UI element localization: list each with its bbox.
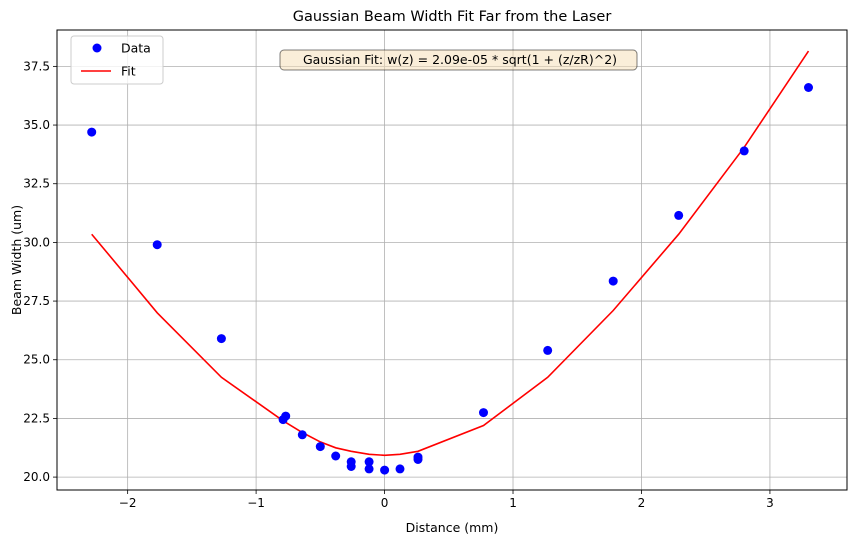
fit-series	[91, 50, 810, 457]
data-point	[364, 464, 374, 474]
y-axis-label: Beam Width (um)	[9, 205, 24, 315]
y-tick-label: 30.0	[23, 235, 50, 249]
fit-annotation: Gaussian Fit: w(z) = 2.09e-05 * sqrt(1 +…	[279, 49, 638, 71]
data-point	[87, 127, 97, 137]
data-point	[479, 408, 488, 418]
x-tick-label: −2	[119, 496, 137, 510]
y-tick-label: 35.0	[23, 118, 50, 132]
data-point	[804, 83, 813, 92]
data-point	[739, 146, 749, 156]
data-point	[216, 334, 226, 344]
y-tick-label: 37.5	[23, 59, 50, 73]
x-tick-label: 1	[509, 496, 517, 510]
x-tick-label: 0	[381, 496, 389, 510]
chart-title: Gaussian Beam Width Fit Far from the Las…	[293, 9, 612, 25]
data-point	[543, 345, 553, 355]
legend-label-fit: Fit	[121, 64, 136, 79]
legend-marker-data	[92, 43, 102, 53]
y-tick-label: 27.5	[23, 294, 50, 308]
data-point	[152, 240, 162, 250]
x-tick-label: 2	[638, 496, 646, 510]
data-point	[608, 276, 618, 286]
data-point	[380, 465, 390, 475]
x-tick-label: 3	[766, 496, 774, 510]
data-point	[281, 411, 291, 421]
fit-line	[91, 50, 810, 457]
x-axis-ticks: −2 −1 0 1 2 3	[119, 490, 774, 510]
x-axis-label: Distance (mm)	[406, 520, 499, 535]
annotation-text: Gaussian Fit: w(z) = 2.09e-05 * sqrt(1 +…	[303, 52, 617, 67]
annotation-box	[279, 49, 638, 71]
data-point	[395, 464, 405, 474]
x-tick-label: −1	[247, 496, 265, 510]
legend: Data Fit	[70, 35, 164, 85]
data-point	[413, 452, 423, 462]
legend-label-data: Data	[121, 41, 151, 56]
plot-area-frame	[56, 29, 848, 491]
data-point	[331, 451, 341, 461]
y-axis-ticks: 20.0 22.5 25.0 27.5 30.0 32.5 35.0 37.5	[23, 59, 57, 484]
data-point	[364, 457, 374, 467]
data-point	[315, 442, 325, 452]
y-tick-label: 25.0	[23, 353, 50, 367]
data-point	[346, 462, 356, 471]
y-tick-label: 22.5	[23, 411, 50, 425]
y-tick-label: 32.5	[23, 177, 50, 191]
data-point	[674, 210, 684, 220]
data-series	[87, 83, 813, 475]
data-point	[297, 430, 307, 440]
y-tick-label: 20.0	[23, 470, 50, 484]
